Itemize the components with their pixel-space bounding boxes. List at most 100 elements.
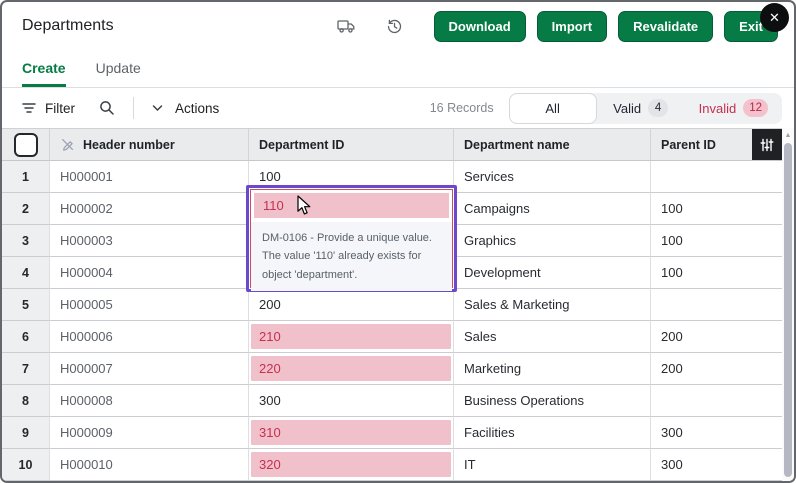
search-icon[interactable] (99, 100, 115, 116)
cell-department-name[interactable]: Business Operations (454, 385, 651, 417)
table-row: 6 H000006 210 Sales 200 (2, 321, 782, 353)
cell-department-id[interactable]: 320 (249, 449, 454, 481)
error-tooltip: DM-0106 - Provide a unique value. The va… (251, 222, 452, 291)
cell-header-number[interactable]: H000009 (50, 417, 249, 449)
tab-create[interactable]: Create (22, 50, 66, 87)
import-button[interactable]: Import (537, 11, 607, 42)
column-label: Parent ID (661, 138, 716, 152)
segment-all-label: All (545, 101, 559, 116)
filter-label: Filter (45, 101, 75, 116)
cell-header-number[interactable]: H000003 (50, 225, 249, 257)
title-bar: Departments Download Import Revalidate E… (2, 2, 794, 50)
row-number-cell[interactable]: 7 (2, 353, 50, 385)
column-label: Department name (464, 138, 570, 152)
filter-button[interactable]: Filter (22, 101, 75, 116)
row-number-cell[interactable]: 10 (2, 449, 50, 481)
scroll-up-arrow-icon[interactable]: ▲ (782, 132, 794, 139)
row-number-cell[interactable]: 1 (2, 161, 50, 193)
invalid-count-badge: 12 (743, 99, 768, 117)
row-number-cell[interactable]: 3 (2, 225, 50, 257)
table-row: 7 H000007 220 Marketing 200 (2, 353, 782, 385)
cell-department-name[interactable]: Graphics (454, 225, 651, 257)
cell-parent-id[interactable] (651, 161, 782, 193)
revalidate-button[interactable]: Revalidate (618, 11, 713, 42)
row-number-cell[interactable]: 8 (2, 385, 50, 417)
segment-invalid[interactable]: Invalid 12 (685, 93, 782, 124)
cell-department-id[interactable]: 310 (249, 417, 454, 449)
cell-header-number[interactable]: H000010 (50, 449, 249, 481)
actions-label: Actions (175, 101, 219, 116)
record-count: 16 Records (430, 101, 494, 115)
table-header: Header number Department ID Department n… (2, 128, 782, 161)
table-row: 10 H000010 320 IT 300 (2, 449, 782, 481)
cell-parent-id[interactable]: 100 (651, 225, 782, 257)
close-icon[interactable]: ✕ (760, 3, 789, 32)
column-label: Department ID (259, 138, 344, 152)
cell-header-number[interactable]: H000008 (50, 385, 249, 417)
cell-department-name[interactable]: Campaigns (454, 193, 651, 225)
selected-cell-department-id[interactable]: 110 (254, 193, 449, 218)
cell-department-name[interactable]: Services (454, 161, 651, 193)
sliders-icon (760, 138, 774, 152)
cell-department-id[interactable]: 300 (249, 385, 454, 417)
cell-header-number[interactable]: H000002 (50, 193, 249, 225)
table-row: 8 H000008 300 Business Operations (2, 385, 782, 417)
row-number-cell[interactable]: 2 (2, 193, 50, 225)
toolbar: Filter Actions 16 Records All Valid 4 (2, 88, 794, 128)
validity-filter: All Valid 4 Invalid 12 (509, 93, 782, 124)
cell-header-number[interactable]: H000006 (50, 321, 249, 353)
column-settings-button[interactable] (752, 129, 782, 160)
actions-menu[interactable]: Actions (152, 101, 219, 116)
row-number-cell[interactable]: 4 (2, 257, 50, 289)
cell-header-number[interactable]: H000005 (50, 289, 249, 321)
row-number-cell[interactable]: 9 (2, 417, 50, 449)
select-all-cell (2, 129, 50, 161)
cell-parent-id[interactable]: 200 (651, 353, 782, 385)
select-all-checkbox[interactable] (14, 133, 38, 157)
cell-department-name[interactable]: Development (454, 257, 651, 289)
row-number-cell[interactable]: 6 (2, 321, 50, 353)
cell-parent-id[interactable]: 100 (651, 257, 782, 289)
cell-department-id[interactable]: 220 (249, 353, 454, 385)
cell-department-name[interactable]: Facilities (454, 417, 651, 449)
download-button[interactable]: Download (434, 11, 526, 42)
column-label: Header number (83, 138, 175, 152)
error-outline: 110 DM-0106 - Provide a unique value. Th… (250, 189, 453, 288)
toolbar-divider (133, 97, 134, 119)
segment-valid-label: Valid (613, 101, 641, 116)
history-icon[interactable] (380, 11, 410, 41)
cell-header-number[interactable]: H000004 (50, 257, 249, 289)
cell-header-number[interactable]: H000007 (50, 353, 249, 385)
cell-department-name[interactable]: IT (454, 449, 651, 481)
cell-department-id[interactable]: 210 (249, 321, 454, 353)
chevron-down-icon (152, 104, 163, 112)
cell-parent-id[interactable]: 300 (651, 449, 782, 481)
tab-bar: Create Update (2, 50, 794, 88)
scrollbar-thumb[interactable] (784, 143, 792, 477)
cell-department-name[interactable]: Marketing (454, 353, 651, 385)
cell-department-name[interactable]: Sales & Marketing (454, 289, 651, 321)
filter-icon (22, 102, 36, 114)
segment-invalid-label: Invalid (699, 101, 737, 116)
column-header-department-name: Department name (454, 129, 651, 161)
segment-all[interactable]: All (509, 93, 597, 124)
cell-header-number[interactable]: H000001 (50, 161, 249, 193)
column-header-header-number: Header number (50, 129, 249, 161)
cell-department-name[interactable]: Sales (454, 321, 651, 353)
cell-parent-id[interactable] (651, 385, 782, 417)
tab-update[interactable]: Update (96, 50, 141, 87)
segment-valid[interactable]: Valid 4 (597, 93, 685, 124)
table-row: 9 H000009 310 Facilities 300 (2, 417, 782, 449)
row-number-cell[interactable]: 5 (2, 289, 50, 321)
column-header-parent-id: Parent ID (651, 129, 782, 161)
cell-parent-id[interactable]: 300 (651, 417, 782, 449)
cell-parent-id[interactable]: 200 (651, 321, 782, 353)
vertical-scrollbar[interactable]: ▲ (782, 128, 794, 481)
cell-parent-id[interactable] (651, 289, 782, 321)
truck-icon[interactable] (332, 11, 362, 41)
departments-window: Departments Download Import Revalidate E… (0, 0, 796, 483)
column-header-department-id: Department ID (249, 129, 454, 161)
cell-department-id[interactable]: 200 (249, 289, 454, 321)
cell-parent-id[interactable]: 100 (651, 193, 782, 225)
readonly-pencil-icon (60, 137, 75, 152)
